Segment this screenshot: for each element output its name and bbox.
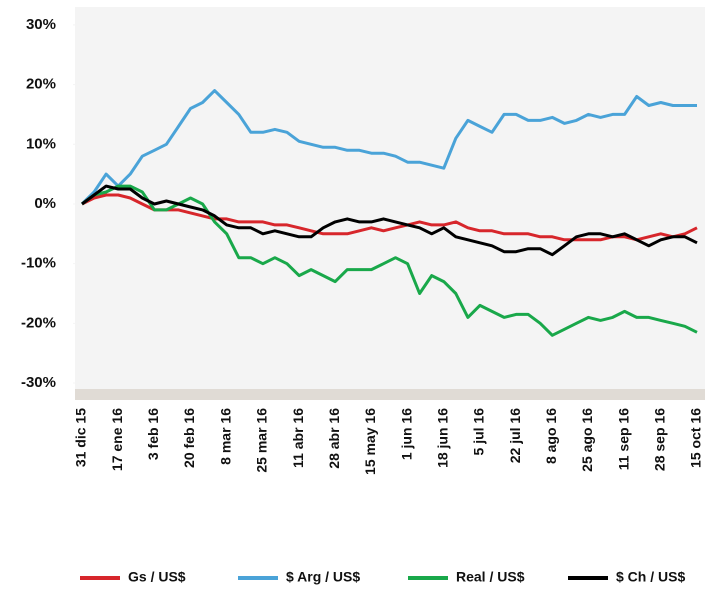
legend-label: $ Ch / US$ — [616, 569, 685, 585]
x-tick-label: 8 ago 16 — [543, 408, 559, 464]
x-tick-label: 8 mar 16 — [217, 408, 233, 465]
x-tick-label: 11 sep 16 — [615, 408, 631, 470]
plot-area — [75, 7, 705, 389]
y-tick-label: -20% — [21, 314, 56, 331]
x-tick-label: 3 feb 16 — [145, 408, 161, 460]
x-tick-label: 17 ene 16 — [109, 408, 125, 471]
y-tick-label: -10% — [21, 255, 56, 272]
legend-label: $ Arg / US$ — [286, 569, 360, 585]
legend-label: Real / US$ — [456, 569, 525, 585]
legend-label: Gs / US$ — [128, 569, 186, 585]
y-tick-label: -30% — [21, 374, 56, 391]
series-line — [81, 184, 698, 257]
x-tick-label: 1 jun 16 — [398, 408, 414, 460]
axis-band — [75, 389, 705, 400]
series-line — [81, 193, 698, 242]
x-tick-label: 20 feb 16 — [181, 408, 197, 468]
y-tick-label: 20% — [26, 76, 56, 93]
y-tick-label: 0% — [34, 195, 56, 212]
x-tick-label: 15 oct 16 — [688, 408, 704, 468]
x-tick-label: 11 abr 16 — [290, 408, 306, 468]
series-line — [81, 184, 698, 337]
y-tick-label: 30% — [26, 16, 56, 33]
x-tick-label: 28 sep 16 — [652, 408, 668, 471]
y-tick-label: 10% — [26, 135, 56, 152]
x-tick-label: 22 jul 16 — [507, 408, 523, 463]
x-tick-label: 18 jun 16 — [434, 408, 450, 468]
series-line — [80, 89, 697, 206]
x-tick-label: 25 mar 16 — [254, 408, 270, 473]
x-tick-label: 5 jul 16 — [471, 408, 487, 456]
x-tick-label: 15 may 16 — [362, 408, 378, 475]
x-tick-label: 25 ago 16 — [579, 408, 595, 472]
x-tick-label: 31 dic 15 — [73, 408, 89, 467]
x-tick-label: 28 abr 16 — [326, 408, 342, 469]
